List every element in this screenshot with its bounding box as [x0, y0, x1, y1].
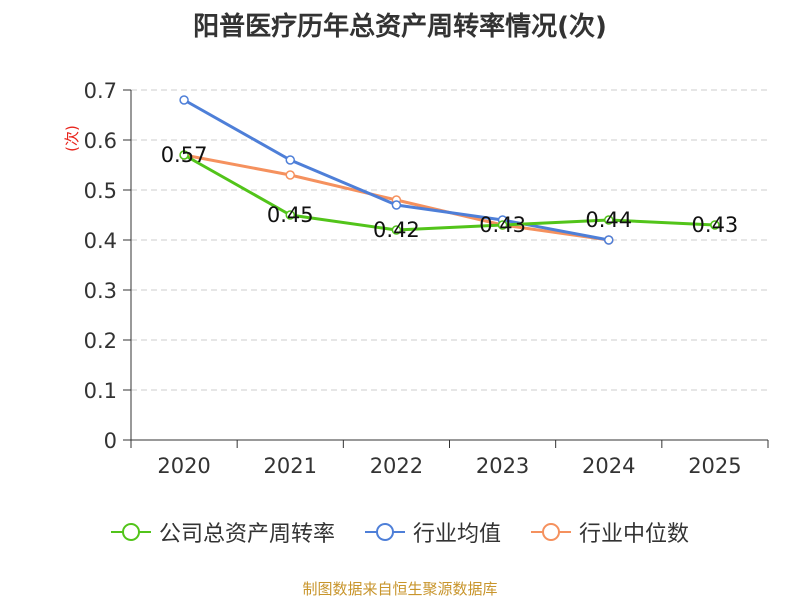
x-tick-label: 2022 [370, 454, 423, 478]
legend-marker-industry-median [531, 523, 571, 541]
x-tick-label: 2023 [476, 454, 529, 478]
data-point-0 [179, 150, 189, 160]
source-note: 制图数据来自恒生聚源数据库 [302, 580, 498, 598]
data-point-1 [604, 235, 614, 245]
chart-title: 阳普医疗历年总资产周转率情况(次) [193, 12, 607, 42]
data-point-0 [710, 220, 720, 230]
data-label: 0.42 [373, 218, 420, 242]
data-label: 0.43 [692, 213, 739, 237]
data-label: 0.45 [267, 203, 314, 227]
data-point-0 [604, 215, 614, 225]
x-tick-label: 2024 [582, 454, 635, 478]
legend-label-industry-mean: 行业均值 [412, 522, 501, 547]
legend-marker-industry-mean [364, 523, 405, 541]
data-point-0 [391, 225, 402, 235]
legend-label-company: 公司总资产周转率 [158, 522, 335, 547]
legend-label-industry-median: 行业中位数 [579, 522, 690, 547]
data-label: 0.44 [585, 208, 632, 232]
data-point-1 [285, 155, 295, 165]
legend-item-company[interactable]: 公司总资产周转率 [110, 516, 335, 548]
series-line-0 [183, 153, 715, 232]
data-point-0 [285, 210, 295, 220]
y-tick-label: 0.6 [84, 129, 117, 153]
y-tick-label: 0.5 [84, 179, 117, 203]
y-tick-label: 0.7 [84, 79, 117, 103]
legend: 公司总资产周转率 行业均值 行业中位数 [0, 516, 800, 548]
x-tick-label: 2020 [157, 454, 210, 478]
data-point-2 [285, 170, 295, 180]
legend-item-industry-mean[interactable]: 行业均值 [364, 516, 501, 548]
data-point-0 [497, 220, 508, 230]
x-tick-label: 2025 [688, 454, 741, 478]
x-tick-label: 2021 [264, 454, 317, 478]
y-tick-label: 0.4 [84, 229, 117, 253]
legend-marker-company [110, 523, 151, 541]
y-tick-label: 0.1 [84, 379, 117, 403]
data-label: 0.57 [161, 143, 208, 167]
legend-item-industry-median[interactable]: 行业中位数 [531, 516, 689, 548]
data-point-1 [391, 200, 402, 210]
y-tick-label: 0.2 [84, 329, 117, 353]
data-label: 0.43 [479, 213, 526, 237]
y-tick-label: 0.3 [84, 279, 117, 303]
y-tick-label: 0 [104, 429, 117, 453]
data-point-1 [179, 95, 189, 105]
